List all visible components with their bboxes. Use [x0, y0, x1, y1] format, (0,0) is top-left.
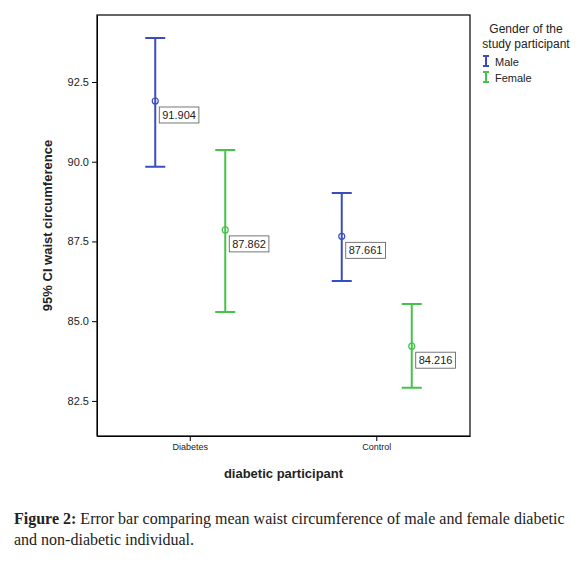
data-label-box: [346, 242, 386, 258]
data-label-text: 87.661: [349, 244, 383, 256]
series-1: [215, 150, 422, 388]
y-axis: 82.5 85.0 87.5 90.0 92.5: [68, 16, 98, 437]
mean-marker: [409, 343, 415, 349]
x-tick-label: Control: [362, 442, 391, 452]
legend-symbol: [483, 72, 489, 82]
x-tick-label: Diabetes: [172, 442, 208, 452]
y-axis-line: [97, 16, 98, 437]
x-tick: Control: [362, 436, 391, 452]
y-tick-mark: [92, 321, 97, 322]
plot-frame: [97, 15, 470, 436]
caption: Figure 2: Error bar comparing mean waist…: [14, 508, 569, 550]
y-tick: 92.5: [68, 76, 97, 88]
chart: 82.5 85.0 87.5 90.0 92.5 Diabetes Control diabe…: [0, 0, 578, 500]
data-label-text: 84.216: [419, 354, 453, 366]
series-0: [145, 38, 352, 281]
y-tick-label: 87.5: [68, 235, 89, 247]
y-tick-mark: [92, 82, 97, 83]
data-label: 84.216: [416, 352, 456, 368]
marks: [145, 38, 422, 388]
x-axis: Diabetes Control: [98, 436, 471, 452]
y-tick: 85.0: [68, 315, 97, 327]
y-tick-label: 85.0: [68, 315, 89, 327]
y-axis-title: 95% CI waist circumference: [40, 140, 55, 311]
y-tick-label: 82.5: [68, 395, 89, 407]
y-tick-mark: [92, 162, 97, 163]
data-labels: 91.904 87.661 87.862 84.216: [159, 107, 455, 368]
legend-label: Male: [495, 56, 519, 68]
mean-marker: [339, 233, 345, 239]
legend: Gender of thestudy participant Male Female: [482, 22, 570, 84]
x-axis-line: [98, 436, 471, 437]
x-tick-mark: [190, 436, 191, 441]
data-label-text: 87.862: [232, 238, 266, 250]
error-bar: [332, 193, 352, 281]
legend-title: Gender of thestudy participant: [482, 22, 570, 51]
y-tick-mark: [92, 401, 97, 402]
data-label: 87.661: [346, 242, 386, 258]
y-tick-mark: [92, 241, 97, 242]
error-bar: [145, 38, 165, 167]
x-axis-title: diabetic participant: [224, 466, 344, 481]
y-tick: 90.0: [68, 156, 97, 168]
data-label-text: 91.904: [162, 109, 196, 121]
data-label-box: [159, 107, 199, 123]
legend-symbol: [483, 56, 489, 66]
error-bar: [215, 150, 235, 312]
mean-marker: [152, 98, 158, 104]
y-tick: 82.5: [68, 395, 97, 407]
legend-label: Female: [495, 72, 532, 84]
data-label: 91.904: [159, 107, 199, 123]
y-tick: 87.5: [68, 235, 97, 247]
y-tick-label: 90.0: [68, 156, 89, 168]
caption-text: Error bar comparing mean waist circumfer…: [14, 510, 565, 548]
data-label: 87.862: [229, 236, 269, 252]
data-label-box: [229, 236, 269, 252]
caption-label: Figure 2:: [14, 510, 76, 527]
mean-marker: [222, 227, 228, 233]
y-tick-label: 92.5: [68, 76, 89, 88]
x-tick-mark: [376, 436, 377, 441]
data-label-box: [416, 352, 456, 368]
space: [76, 510, 80, 527]
x-tick: Diabetes: [172, 436, 208, 452]
error-bar: [402, 304, 422, 388]
